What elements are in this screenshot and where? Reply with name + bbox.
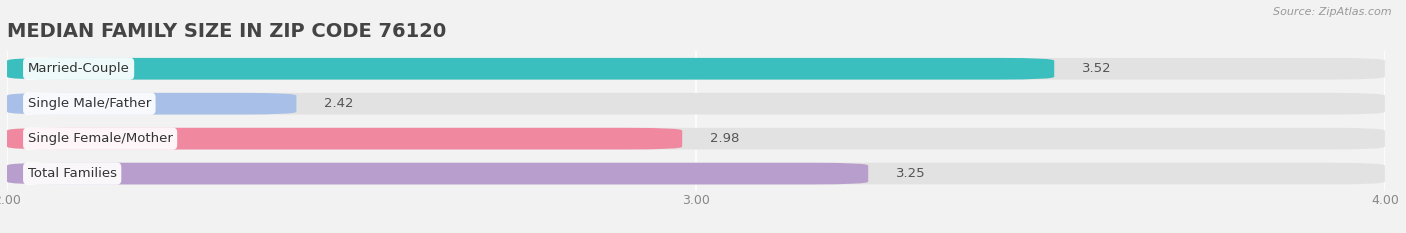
FancyBboxPatch shape [7, 163, 869, 185]
FancyBboxPatch shape [7, 93, 1385, 115]
Text: 2.98: 2.98 [710, 132, 740, 145]
Text: Source: ZipAtlas.com: Source: ZipAtlas.com [1274, 7, 1392, 17]
Text: 3.52: 3.52 [1081, 62, 1111, 75]
Text: Married-Couple: Married-Couple [28, 62, 129, 75]
Text: MEDIAN FAMILY SIZE IN ZIP CODE 76120: MEDIAN FAMILY SIZE IN ZIP CODE 76120 [7, 22, 446, 41]
Text: 3.25: 3.25 [896, 167, 925, 180]
Text: 2.42: 2.42 [323, 97, 353, 110]
FancyBboxPatch shape [7, 128, 1385, 150]
Text: Total Families: Total Families [28, 167, 117, 180]
FancyBboxPatch shape [7, 93, 297, 115]
Text: Single Female/Mother: Single Female/Mother [28, 132, 173, 145]
FancyBboxPatch shape [7, 128, 682, 150]
Text: Single Male/Father: Single Male/Father [28, 97, 150, 110]
FancyBboxPatch shape [7, 58, 1054, 80]
FancyBboxPatch shape [7, 163, 1385, 185]
FancyBboxPatch shape [7, 58, 1385, 80]
